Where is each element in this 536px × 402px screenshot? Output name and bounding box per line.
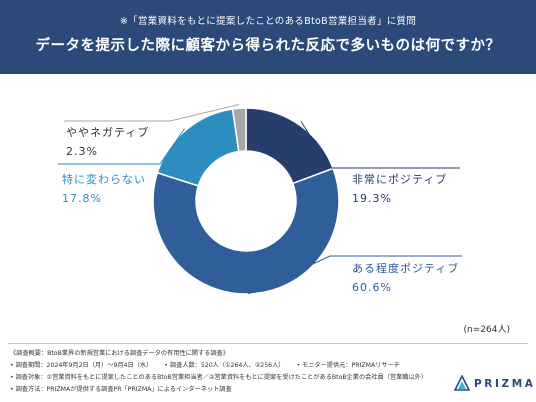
- survey-period: • 調査期間：2024年9月2日（月）〜9月4日（水）: [10, 362, 153, 369]
- label-somewhat-negative: ややネガティブ 2.3%: [66, 124, 149, 158]
- donut-chart: ややネガティブ 2.3% 特に変わらない 17.8% 非常にポジティブ 19.3…: [0, 74, 536, 344]
- slice-value-somewhat-negative: 2.3%: [66, 145, 98, 158]
- prizma-triangle-icon: [454, 375, 470, 391]
- sample-size-note: (n=264人): [463, 325, 510, 335]
- question-title: データを提示した際に顧客から得られた反応で多いものは何ですか？: [35, 38, 501, 54]
- leader-somewhat-positive: [248, 255, 462, 295]
- survey-monitor: • モニター提供元：PRIZMAリサーチ: [296, 362, 400, 369]
- label-very-positive: 非常にポジティブ 19.3%: [352, 171, 447, 205]
- header-banner: ※「営業資料をもとに提案したことのあるBtoB営業担当者」に質問 データを提示し…: [0, 0, 536, 74]
- survey-overview: 《調査概要：BtoB業界の新規営業における調査データの有用性に関する調査》: [10, 350, 229, 357]
- question-subtitle: ※「営業資料をもとに提案したことのあるBtoB営業担当者」に質問: [119, 16, 417, 27]
- slice-very-positive: [245, 107, 335, 185]
- footer-divider: [8, 343, 528, 344]
- survey-method: • 調査方法：PRIZMAが提供する調査PR「PRIZMA」によるインターネット…: [10, 386, 232, 393]
- slice-value-no-change: 17.8%: [62, 192, 102, 205]
- survey-target: • 調査対象：①営業資料をもとに提案したことのあるBtoB営業担当者／②営業資料…: [10, 374, 428, 381]
- prizma-logo-text: PRIZMA: [474, 378, 536, 390]
- donut-chart-svg: [58, 104, 462, 295]
- leader-somewhat-negative: [64, 104, 240, 122]
- survey-meta-row: • 調査期間：2024年9月2日（月）〜9月4日（水） • 調査人数：520人（…: [10, 360, 450, 372]
- leader-very-positive: [300, 121, 460, 169]
- slice-label-very-positive: 非常にポジティブ: [352, 173, 448, 186]
- slice-label-somewhat-negative: ややネガティブ: [66, 126, 150, 139]
- slice-label-no-change: 特に変わらない: [62, 173, 146, 186]
- leader-no-change: [58, 128, 186, 165]
- slice-somewhat-negative: [231, 107, 247, 153]
- survey-footer: 《調査概要：BtoB業界の新規営業における調査データの有用性に関する調査》 • …: [10, 348, 450, 396]
- label-somewhat-positive: ある程度ポジティブ 60.6%: [352, 260, 459, 294]
- slice-label-somewhat-positive: ある程度ポジティブ: [352, 262, 460, 275]
- label-no-change: 特に変わらない 17.8%: [62, 171, 146, 205]
- prizma-logo: PRIZMA: [454, 375, 533, 393]
- slice-value-somewhat-positive: 60.6%: [352, 281, 392, 294]
- slice-value-very-positive: 19.3%: [352, 192, 392, 205]
- survey-count: • 調査人数：520人（①264人、②256人）: [164, 362, 285, 369]
- slice-somewhat-positive: [152, 167, 340, 295]
